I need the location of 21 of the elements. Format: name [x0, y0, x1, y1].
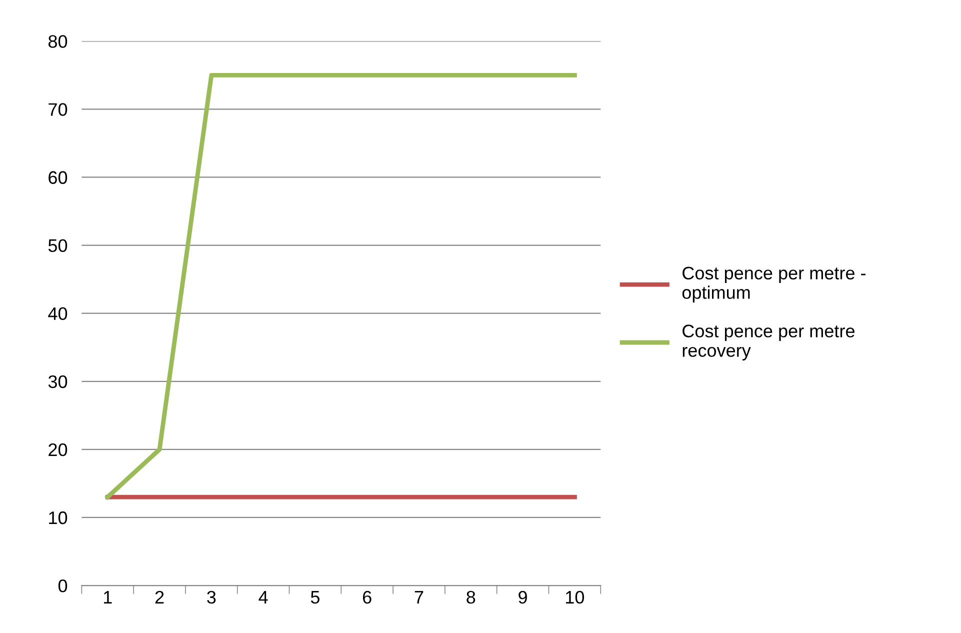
- y-tick-label: 80: [48, 35, 68, 48]
- x-tick-label: 9: [518, 590, 527, 604]
- x-tick-label: 7: [414, 591, 424, 604]
- x-tick-label: 10: [566, 590, 584, 604]
- y-tick-label: 40: [48, 307, 68, 320]
- y-tick-label: 30: [48, 375, 68, 388]
- x-tick-label: 3: [207, 590, 216, 604]
- x-tick-label: 8: [466, 590, 476, 604]
- x-tick-label: 2: [155, 590, 164, 604]
- y-tick-label: 20: [48, 443, 68, 456]
- y-tick-label: 0: [58, 579, 68, 592]
- x-tick-label: 5: [310, 591, 320, 604]
- legend-label: Cost pence per metre recovery: [682, 324, 854, 360]
- x-tick-label: 1: [104, 591, 112, 604]
- x-tick-label: 4: [258, 591, 268, 604]
- y-tick-label: 10: [49, 511, 68, 524]
- y-tick-label: 50: [48, 239, 68, 252]
- x-tick-label: 6: [363, 590, 372, 604]
- legend-label: Cost pence per metre - optimum: [682, 266, 866, 302]
- y-tick-label: 70: [48, 103, 68, 116]
- y-tick-label: 60: [48, 171, 68, 184]
